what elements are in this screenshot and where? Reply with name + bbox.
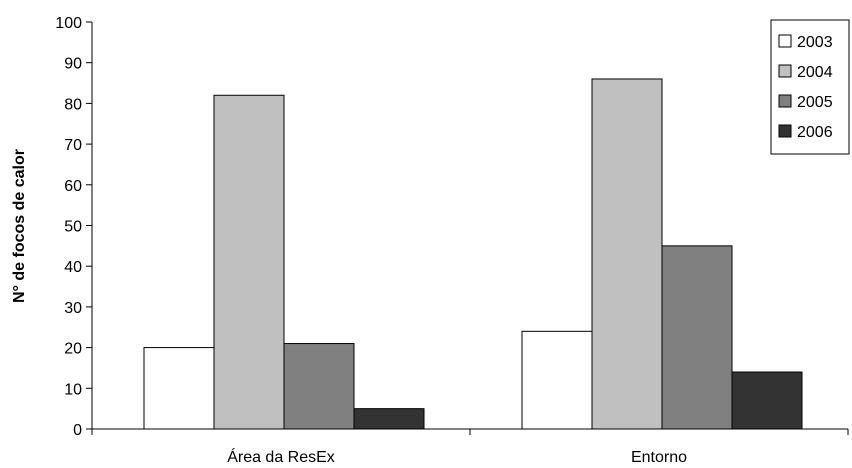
legend-label: 2006: [797, 124, 833, 141]
y-tick-label: 70: [64, 137, 82, 154]
x-category-label: Entorno: [631, 449, 687, 466]
bar-2003-1: [143, 347, 215, 430]
bar-2006-2: [731, 371, 803, 430]
y-tick-label: 30: [64, 300, 82, 317]
y-tick-label: 100: [55, 15, 82, 32]
bar-2003-2: [521, 330, 593, 430]
legend-label: 2003: [797, 34, 833, 51]
legend-label: 2004: [797, 64, 833, 81]
bar-2004-1: [213, 94, 285, 430]
legend-label: 2005: [797, 94, 833, 111]
bar-2006-1: [353, 408, 425, 430]
legend-swatch: [778, 64, 792, 78]
bar-2005-1: [283, 343, 355, 430]
legend-swatch: [778, 124, 792, 138]
plot-area: 0 10 20 30 40 50 60 70 80 90 100 Área da ResEx Entor…: [55, 15, 849, 466]
y-tick-label: 20: [64, 341, 82, 358]
y-tick-label: 0: [73, 422, 82, 439]
legend-swatch: [778, 94, 792, 108]
bar-2005-2: [661, 245, 733, 430]
legend: 2003 2004 2005 2006: [770, 19, 850, 155]
legend-swatch: [778, 34, 792, 48]
y-axis-title: N° de focos de calor: [11, 149, 28, 303]
x-category-label: Área da ResEx: [227, 447, 335, 466]
y-tick-label: 60: [64, 178, 82, 195]
y-tick-label: 10: [64, 381, 82, 398]
y-tick-label: 40: [64, 259, 82, 276]
bar-2004-2: [591, 78, 663, 430]
y-tick-label: 80: [64, 96, 82, 113]
y-tick-label: 90: [64, 56, 82, 73]
y-tick-label: 50: [64, 219, 82, 236]
